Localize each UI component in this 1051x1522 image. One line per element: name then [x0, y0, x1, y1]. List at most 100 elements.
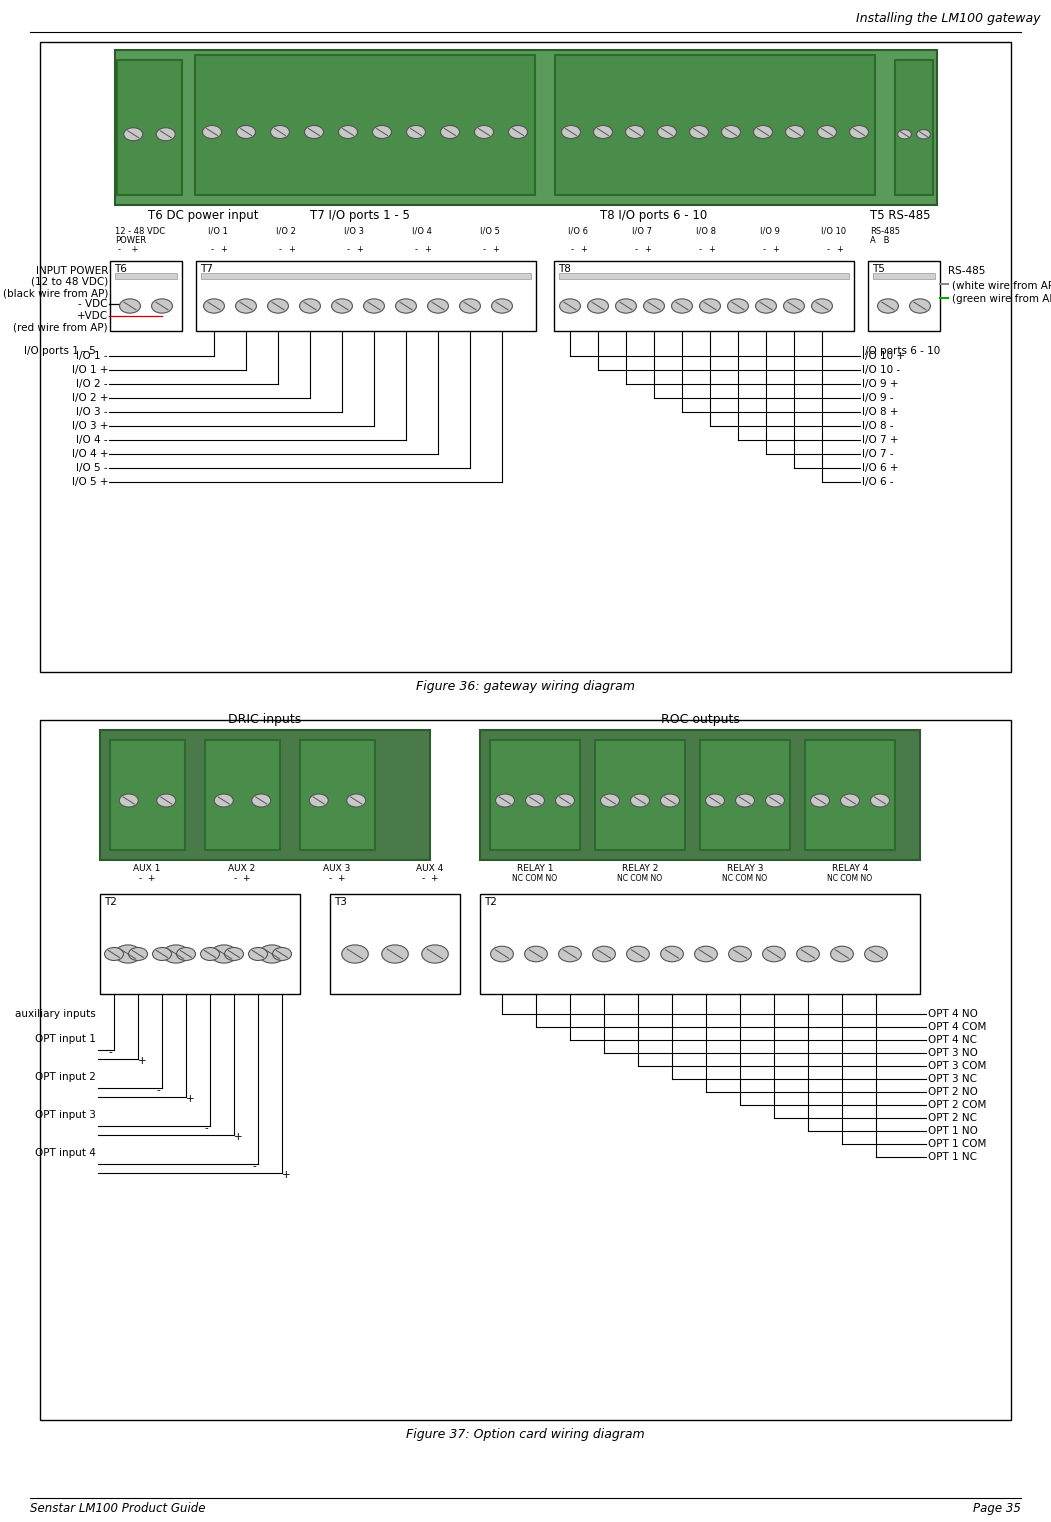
Ellipse shape — [509, 125, 528, 139]
Ellipse shape — [870, 794, 889, 807]
Ellipse shape — [364, 298, 385, 314]
Ellipse shape — [372, 125, 392, 139]
Ellipse shape — [440, 125, 459, 139]
Text: RELAY 3: RELAY 3 — [726, 864, 763, 874]
Bar — [700, 740, 790, 849]
Ellipse shape — [270, 125, 289, 139]
Text: Installing the LM100 gateway: Installing the LM100 gateway — [856, 12, 1040, 24]
Text: I/O 3 +: I/O 3 + — [71, 422, 108, 431]
Text: +: + — [772, 245, 780, 254]
Text: +: + — [425, 245, 432, 254]
Bar — [554, 260, 854, 330]
Text: - VDC: - VDC — [79, 298, 108, 309]
Text: RS-485: RS-485 — [870, 227, 900, 236]
Ellipse shape — [157, 128, 176, 140]
Ellipse shape — [177, 948, 195, 960]
Bar — [117, 59, 182, 195]
Ellipse shape — [661, 947, 683, 962]
Ellipse shape — [163, 945, 189, 963]
Text: I/O 6 -: I/O 6 - — [862, 476, 893, 487]
Bar — [490, 740, 580, 849]
Text: RELAY 1: RELAY 1 — [517, 864, 553, 874]
Bar — [873, 272, 935, 279]
Text: -  +: - + — [139, 874, 156, 883]
Text: I/O 10: I/O 10 — [822, 227, 846, 236]
Text: -: - — [826, 245, 829, 254]
Text: T8: T8 — [558, 263, 571, 274]
Text: Senstar LM100 Product Guide: Senstar LM100 Product Guide — [30, 1502, 206, 1514]
Bar — [195, 260, 536, 330]
Text: I/O 5 +: I/O 5 + — [71, 476, 108, 487]
Text: OPT 4 NO: OPT 4 NO — [928, 1009, 977, 1020]
Text: -: - — [635, 245, 638, 254]
Ellipse shape — [272, 948, 291, 960]
Ellipse shape — [756, 298, 777, 314]
Text: T2: T2 — [104, 896, 117, 907]
Text: (12 to 48 VDC): (12 to 48 VDC) — [30, 277, 108, 288]
Bar — [195, 55, 535, 195]
Ellipse shape — [736, 794, 755, 807]
Ellipse shape — [235, 298, 256, 314]
Text: +: + — [356, 245, 364, 254]
Ellipse shape — [309, 794, 328, 807]
Text: -: - — [108, 1047, 111, 1056]
Text: T6: T6 — [114, 263, 127, 274]
Ellipse shape — [909, 298, 930, 314]
Text: -: - — [210, 245, 213, 254]
Text: Figure 36: gateway wiring diagram: Figure 36: gateway wiring diagram — [416, 680, 635, 693]
Text: T3: T3 — [334, 896, 347, 907]
Ellipse shape — [658, 125, 677, 139]
Ellipse shape — [474, 125, 494, 139]
Ellipse shape — [763, 947, 785, 962]
Ellipse shape — [210, 945, 238, 963]
Ellipse shape — [754, 125, 772, 139]
Text: I/O 4: I/O 4 — [412, 227, 432, 236]
Text: OPT input 2: OPT input 2 — [35, 1071, 96, 1082]
Ellipse shape — [201, 948, 220, 960]
Text: NC COM NO: NC COM NO — [513, 874, 558, 883]
Text: AUX 2: AUX 2 — [228, 864, 255, 874]
Ellipse shape — [810, 794, 829, 807]
Text: +: + — [233, 1132, 243, 1142]
Text: +: + — [580, 245, 588, 254]
Ellipse shape — [588, 298, 609, 314]
Ellipse shape — [558, 947, 581, 962]
Text: (red wire from AP): (red wire from AP) — [14, 323, 108, 332]
Text: OPT 1 NO: OPT 1 NO — [928, 1126, 977, 1135]
Bar — [868, 260, 940, 330]
Ellipse shape — [705, 794, 724, 807]
Ellipse shape — [259, 945, 285, 963]
Text: (black wire from AP): (black wire from AP) — [2, 288, 108, 298]
Text: (green wire from AP): (green wire from AP) — [952, 294, 1051, 304]
Text: I/O 1 +: I/O 1 + — [71, 365, 108, 374]
Text: INPUT POWER: INPUT POWER — [36, 266, 108, 275]
Text: I/O 9 +: I/O 9 + — [862, 379, 899, 390]
Ellipse shape — [204, 298, 225, 314]
Text: +: + — [186, 1094, 194, 1103]
Text: OPT 1 NC: OPT 1 NC — [928, 1152, 977, 1161]
Text: I/O 1: I/O 1 — [208, 227, 228, 236]
Ellipse shape — [342, 945, 368, 963]
Text: -: - — [482, 245, 486, 254]
Text: -: - — [347, 245, 350, 254]
Ellipse shape — [104, 948, 124, 960]
Text: OPT input 4: OPT input 4 — [35, 1148, 96, 1158]
Text: +: + — [837, 245, 844, 254]
Ellipse shape — [785, 125, 804, 139]
Ellipse shape — [626, 947, 650, 962]
Text: AUX 3: AUX 3 — [324, 864, 351, 874]
Ellipse shape — [830, 947, 853, 962]
Text: I/O 8 -: I/O 8 - — [862, 422, 893, 431]
Text: OPT 1 COM: OPT 1 COM — [928, 1138, 987, 1149]
Text: T8 I/O ports 6 - 10: T8 I/O ports 6 - 10 — [600, 209, 707, 222]
Text: -: - — [204, 1123, 208, 1132]
Bar — [201, 272, 531, 279]
Bar — [115, 50, 937, 205]
Text: T7: T7 — [200, 263, 213, 274]
Text: -: - — [571, 245, 574, 254]
Ellipse shape — [695, 947, 718, 962]
Ellipse shape — [236, 125, 255, 139]
Ellipse shape — [784, 298, 804, 314]
Bar — [595, 740, 685, 849]
Ellipse shape — [865, 947, 887, 962]
